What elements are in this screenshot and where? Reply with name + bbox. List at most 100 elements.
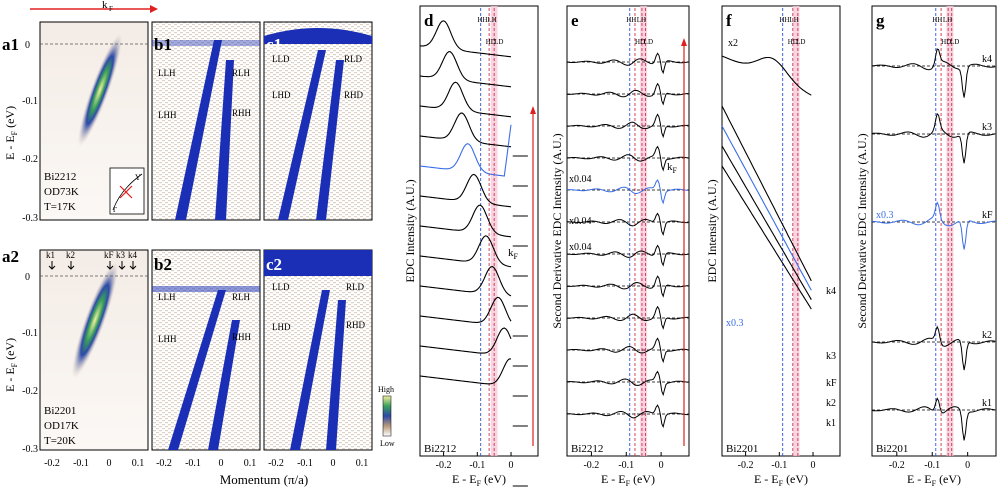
inset-gamma: Γ (113, 206, 117, 214)
c2-xtick: -0.2 (268, 458, 284, 469)
g-second-derivative-curve (871, 112, 996, 164)
d-label: d (424, 11, 434, 30)
e-top-label: LH (637, 16, 646, 24)
f-edc-curve (721, 55, 812, 96)
second-derivative-curve (566, 212, 689, 236)
a2-band (71, 261, 119, 379)
a1-ylabel: E - EF (eV) (3, 106, 19, 160)
a2-label: a2 (2, 247, 19, 266)
edc-curve (419, 296, 512, 323)
second-derivative-curve (566, 305, 689, 330)
a2-xtick: 0.1 (132, 458, 145, 469)
a1-label: a1 (2, 35, 19, 54)
d-sample: Bi2212 (424, 443, 456, 455)
c1-band (316, 60, 344, 220)
d-red-arrowhead (530, 106, 536, 114)
edc-curve (419, 124, 512, 177)
g-pink-band (946, 6, 954, 456)
f-edc-curve (721, 165, 812, 310)
a1-sample-line: T=17K (44, 201, 76, 213)
c2-band (326, 300, 346, 450)
g-xlabel: E - EF (eV) (907, 472, 961, 488)
edc-curve (419, 51, 512, 88)
a2-k-markers: k1 k2 kF k3 k4 (46, 250, 138, 270)
g-k-label: kF (982, 210, 993, 221)
e-sample: Bi2212 (571, 443, 603, 455)
kf-arrow-sub: F (109, 5, 113, 13)
c2-xtick: -0.1 (297, 458, 313, 469)
second-derivative-curve (567, 275, 689, 298)
edc-curve (419, 327, 512, 354)
g-label: g (876, 11, 885, 30)
g-top-label: HD (941, 38, 951, 46)
d-xtick: 0 (509, 460, 514, 471)
e-scale-label: x0.04 (569, 216, 592, 227)
c2-label: c2 (266, 255, 282, 274)
f-k-label: k3 (826, 351, 836, 362)
band-label: LHH (158, 110, 177, 120)
band-label: RLD (344, 54, 363, 64)
e-xtick: 0 (659, 460, 664, 471)
second-derivative-curve (566, 404, 689, 429)
e-kf-label: kF (667, 161, 678, 175)
b2-xtick: 0.1 (244, 458, 257, 469)
d-kf-label: kF (508, 247, 519, 261)
second-derivative-curve (566, 145, 689, 172)
colorbar: High Low (378, 385, 395, 448)
edc-curve (419, 173, 512, 208)
d-ylabel: EDC Intensity (A.U.) (403, 179, 417, 282)
b2-band (208, 320, 240, 450)
f-ylabel: EDC Intensity (A.U.) (705, 179, 719, 282)
e-ylabel: Second Derivative EDC Intensity (A.U.) (550, 133, 564, 328)
k-marker: k1 (46, 250, 55, 260)
band-label: RHH (232, 332, 252, 342)
g-frame (871, 5, 997, 457)
f-top-label: LD (796, 38, 805, 46)
c1-top-band (264, 28, 372, 44)
edc-curve (419, 81, 512, 118)
d-top-label: LD (494, 38, 503, 46)
f-scale-blue: x0.3 (726, 318, 744, 329)
band-label: LHD (272, 90, 291, 100)
edc-curve (419, 112, 512, 148)
d-top-label: HH (477, 16, 487, 24)
c2-xtick: 0.1 (356, 458, 369, 469)
c2-xticks: -0.2 -0.1 0 0.1 (268, 458, 368, 469)
b1-band (215, 60, 234, 220)
b2-band (168, 290, 226, 450)
f-sample: Bi2201 (726, 443, 758, 455)
g-top-label: LH (943, 16, 952, 24)
g-top-label: HH (932, 16, 942, 24)
e-red-arrowhead (681, 38, 687, 46)
b1-label: b1 (154, 35, 172, 54)
g-second-derivative-curve (871, 325, 996, 371)
c1-label: c1 (266, 35, 282, 54)
a1-ytick: -0.1 (22, 96, 38, 107)
f-k-label: k2 (826, 398, 836, 409)
f-pink-band (792, 6, 800, 456)
edc-curve (419, 235, 512, 268)
a2-xtick: -0.1 (73, 458, 89, 469)
inset-y: Y (135, 173, 141, 182)
g-scale-blue: x0.3 (876, 210, 894, 221)
g-k-label: k2 (982, 330, 992, 341)
f-top-label: HD (788, 38, 798, 46)
a1-ytick: 0 (25, 40, 30, 51)
g-k-label: k1 (982, 398, 992, 409)
a1-ytick: -0.2 (22, 154, 38, 165)
e-frame (566, 5, 690, 457)
f-top-label: LH (789, 16, 798, 24)
e-scale-label: x0.04 (569, 174, 592, 185)
second-derivative-curve (566, 370, 689, 397)
k-marker: k2 (66, 250, 75, 260)
a1-inset: Y Γ (109, 167, 145, 215)
edc-curve (419, 358, 511, 385)
d-xtick: -0.2 (436, 460, 452, 471)
f-scale-top: x2 (728, 38, 738, 49)
b2-xtick: -0.2 (156, 458, 172, 469)
f-label: f (726, 11, 732, 30)
band-label: LLH (158, 292, 176, 302)
f-k-label: kF (826, 378, 837, 389)
